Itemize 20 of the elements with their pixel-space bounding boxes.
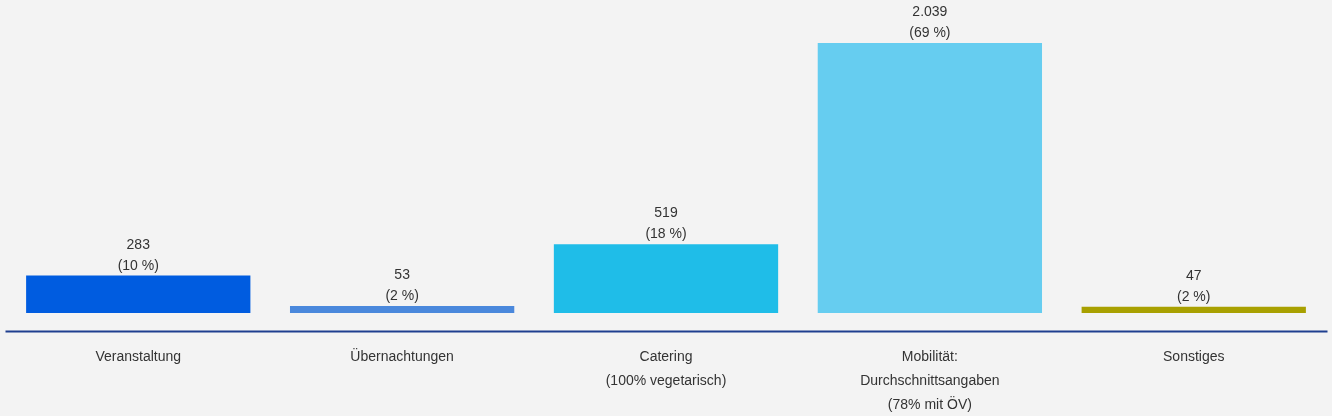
data-label: 47: [1185, 266, 1202, 283]
x-tick-label: Sonstiges: [1163, 347, 1225, 364]
bar: [817, 43, 1043, 313]
data-label: 283: [126, 235, 151, 252]
bar: [553, 244, 779, 313]
annotation: (69 %): [909, 24, 951, 40]
annotation: (18 %): [645, 225, 687, 242]
x-tick-label: Mobilität: Durchschnittsangaben (78% mit ÖV): [860, 347, 1000, 412]
data-label: 519: [654, 204, 678, 221]
x-tick-label: Übernachtungen: [350, 346, 454, 364]
data-label: 53: [394, 265, 411, 282]
bar: [1081, 306, 1306, 313]
annotation: (2 %): [385, 286, 419, 303]
bar: [289, 305, 515, 313]
annotation: (10 %): [117, 256, 159, 273]
annotation: (2 %): [1177, 287, 1211, 304]
x-tick-label: Veranstaltung: [95, 347, 182, 364]
bar: [26, 275, 251, 313]
data-label: 2.039: [912, 3, 948, 19]
x-tick-label: Catering (100% vegetarisch): [605, 347, 727, 388]
